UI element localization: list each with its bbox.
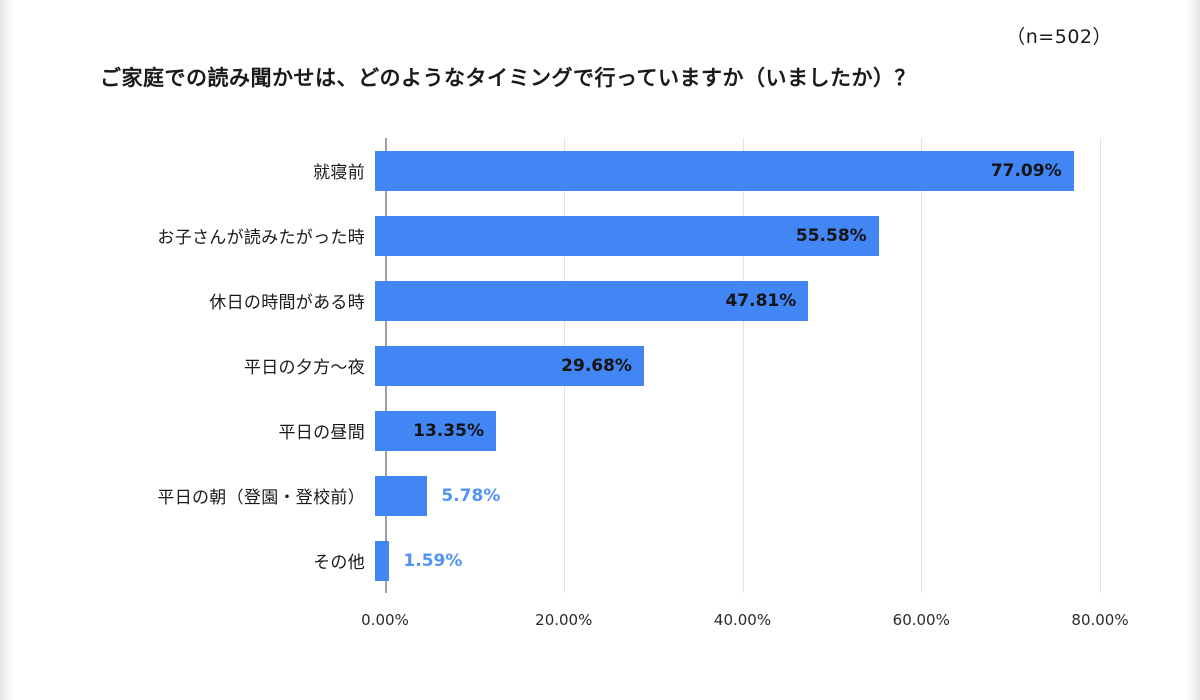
x-tick-label: 0.00%: [361, 611, 409, 629]
bar: 47.81%: [375, 280, 809, 321]
bar: 29.68%: [375, 345, 644, 386]
bar: [375, 540, 390, 581]
category-label: 就寝前: [313, 163, 365, 183]
bar-row: 就寝前 77.09%: [80, 138, 1120, 203]
bar-track: 5.78%: [375, 475, 1100, 516]
category-label: 平日の昼間: [278, 423, 365, 443]
bar-rows: 就寝前 77.09% お子さんが読みたがった時 55.58% 休日の時間がある時 47.8…: [80, 138, 1120, 593]
bar-track: 13.35%: [375, 410, 1100, 451]
value-label: 29.68%: [561, 355, 632, 376]
x-tick-label: 60.00%: [892, 611, 950, 629]
x-tick-label: 80.00%: [1071, 611, 1129, 629]
bar: [375, 475, 428, 516]
bar-row: 平日の昼間 13.35%: [80, 398, 1120, 463]
value-label: 77.09%: [990, 160, 1062, 181]
x-tick-label: 40.00%: [713, 611, 772, 629]
category-label: 平日の朝（登園・登校前）: [157, 488, 365, 508]
bar-row: 休日の時間がある時 47.81%: [80, 268, 1120, 333]
sample-size-label: （n=502）: [1006, 26, 1112, 48]
category-label: お子さんが読みたがった時: [157, 228, 365, 248]
gridline: [1100, 138, 1101, 593]
value-label: 13.35%: [413, 420, 484, 441]
bar-track: 1.59%: [375, 540, 1100, 581]
bar-track: 29.68%: [375, 345, 1100, 386]
bar-row: その他 1.59%: [80, 528, 1120, 593]
bar-row: 平日の夕方〜夜 29.68%: [80, 333, 1120, 398]
bar: 77.09%: [375, 150, 1074, 191]
x-tick-label: 20.00%: [535, 611, 593, 629]
value-label: 1.59%: [403, 550, 463, 571]
bar-track: 47.81%: [375, 280, 1100, 321]
value-label: 5.78%: [441, 485, 501, 506]
value-label: 55.58%: [795, 225, 867, 246]
bar-row: 平日の朝（登園・登校前） 5.78%: [80, 463, 1120, 528]
category-label: 休日の時間がある時: [209, 293, 365, 313]
bar-track: 55.58%: [375, 215, 1100, 256]
value-label: 47.81%: [725, 290, 797, 311]
chart-title: ご家庭での読み聞かせは、どのようなタイミングで行っていますか（いましたか）？: [100, 66, 916, 90]
gridline: [742, 138, 744, 593]
category-label: その他: [313, 553, 365, 573]
bar-chart: 就寝前 77.09% お子さんが読みたがった時 55.58% 休日の時間がある時 47.8…: [80, 138, 1129, 633]
bar: 13.35%: [375, 410, 496, 451]
x-axis: 0.00% 20.00% 40.00% 60.00% 80.00%: [361, 593, 1128, 633]
bar: 55.58%: [375, 215, 879, 256]
bar-row: お子さんが読みたがった時 55.58%: [80, 203, 1120, 268]
bar-track: 77.09%: [375, 150, 1100, 191]
gridline: [921, 138, 923, 593]
category-label: 平日の夕方〜夜: [243, 358, 365, 378]
